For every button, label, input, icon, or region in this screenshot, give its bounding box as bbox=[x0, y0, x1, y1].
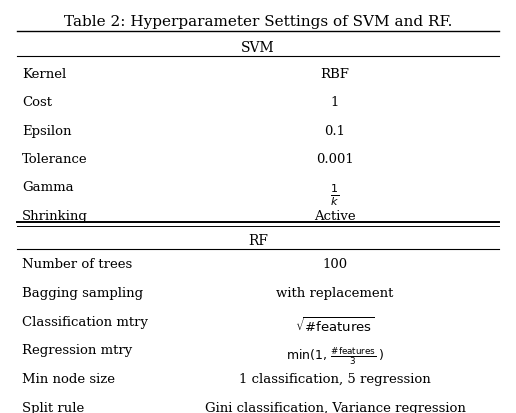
Text: Classification mtry: Classification mtry bbox=[22, 315, 148, 328]
Text: 100: 100 bbox=[322, 258, 348, 271]
Text: with replacement: with replacement bbox=[276, 286, 394, 299]
Text: Cost: Cost bbox=[22, 96, 52, 109]
Text: $\frac{1}{k}$: $\frac{1}{k}$ bbox=[330, 182, 340, 207]
Text: Tolerance: Tolerance bbox=[22, 153, 88, 166]
Text: Split rule: Split rule bbox=[22, 401, 84, 413]
Text: 0.1: 0.1 bbox=[325, 124, 346, 138]
Text: 0.001: 0.001 bbox=[316, 153, 354, 166]
Text: RF: RF bbox=[248, 234, 268, 248]
Text: Table 2: Hyperparameter Settings of SVM and RF.: Table 2: Hyperparameter Settings of SVM … bbox=[64, 15, 452, 29]
Text: RBF: RBF bbox=[320, 68, 349, 81]
Text: Bagging sampling: Bagging sampling bbox=[22, 286, 143, 299]
Text: Number of trees: Number of trees bbox=[22, 258, 132, 271]
Text: Epsilon: Epsilon bbox=[22, 124, 71, 138]
Text: Active: Active bbox=[314, 209, 356, 222]
Text: Gini classification, Variance regression: Gini classification, Variance regression bbox=[204, 401, 465, 413]
Text: Regression mtry: Regression mtry bbox=[22, 344, 132, 356]
Text: $\sqrt{\#\mathrm{features}}$: $\sqrt{\#\mathrm{features}}$ bbox=[295, 315, 375, 334]
Text: Shrinking: Shrinking bbox=[22, 209, 88, 222]
Text: Kernel: Kernel bbox=[22, 68, 66, 81]
Text: 1 classification, 5 regression: 1 classification, 5 regression bbox=[239, 372, 431, 385]
Text: Min node size: Min node size bbox=[22, 372, 115, 385]
Text: SVM: SVM bbox=[241, 41, 275, 55]
Text: Gamma: Gamma bbox=[22, 181, 74, 194]
Text: 1: 1 bbox=[331, 96, 339, 109]
Text: $\mathrm{min}(1,\,\frac{\#\mathrm{features}}{3}\,)$: $\mathrm{min}(1,\,\frac{\#\mathrm{featur… bbox=[286, 345, 384, 366]
